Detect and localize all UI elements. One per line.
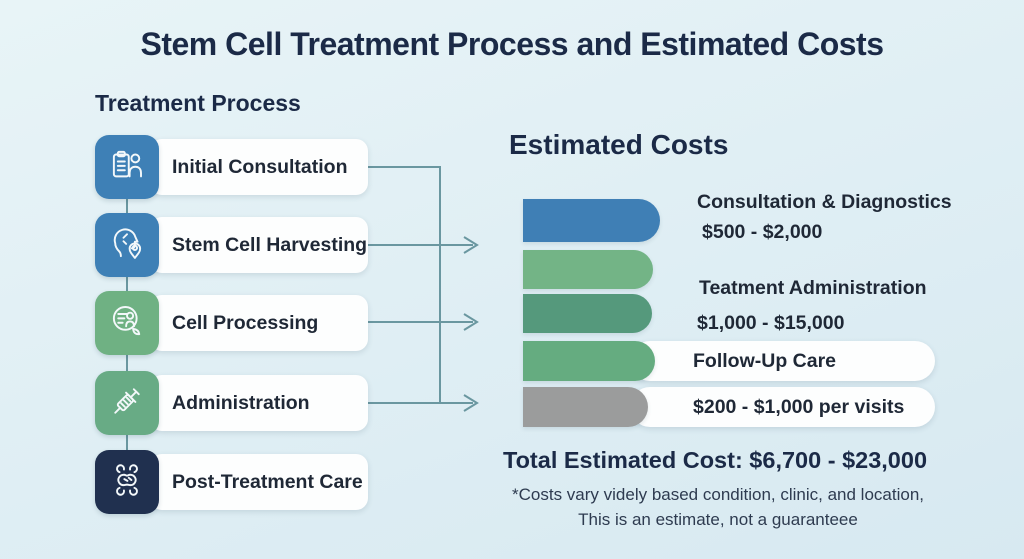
step-icon-stem-cell-harvesting <box>95 213 159 277</box>
cost-title-consultation: Consultation & Diagnostics <box>697 191 952 213</box>
step-label-cell-processing: Cell Processing <box>150 295 368 351</box>
cost-bar-follow-up <box>523 341 655 381</box>
estimated-costs-heading: Estimated Costs <box>509 129 729 160</box>
cost-range-treatment-admin: $1,000 - $15,000 <box>697 312 845 334</box>
cost-bar-treatment-admin-upper <box>523 250 653 289</box>
footnote-line-2: This is an estimate, not a guaranteee <box>578 510 858 529</box>
treatment-process-heading: Treatment Process <box>95 90 301 116</box>
page-title: Stem Cell Treatment Process and Estimate… <box>140 26 884 62</box>
step-icon-initial-consultation <box>95 135 159 199</box>
cost-card-follow-up: Follow-Up Care <box>630 341 935 381</box>
step-label-post-treatment-care: Post-Treatment Care <box>150 454 368 510</box>
consultation-branch-line <box>368 166 441 403</box>
caring-hands-icon <box>106 459 148 506</box>
cost-card-per-visit: $200 - $1,000 per visits <box>630 387 935 427</box>
arrowhead-icon <box>463 313 479 331</box>
head-location-pin-icon <box>106 222 148 269</box>
step-icon-post-treatment-care <box>95 450 159 514</box>
total-estimated-cost: Total Estimated Cost: $6,700 - $23,000 <box>502 447 928 473</box>
cost-bar-consultation <box>523 199 660 242</box>
syringe-icon <box>106 380 148 427</box>
cell-analysis-icon <box>106 300 148 347</box>
step-label-initial-consultation: Initial Consultation <box>150 139 368 195</box>
step-icon-cell-processing <box>95 291 159 355</box>
cost-title-treatment-admin: Teatment Administration <box>699 277 927 299</box>
arrowhead-icon <box>463 236 479 254</box>
step-icon-administration <box>95 371 159 435</box>
clipboard-person-icon <box>106 144 148 191</box>
footnote-line-1: *Costs vary videly based condition, clin… <box>512 485 924 504</box>
arrowhead-icon <box>463 394 479 412</box>
cost-bar-treatment-admin-lower <box>523 294 652 333</box>
step-label-administration: Administration <box>150 375 368 431</box>
step-label-stem-cell-harvesting: Stem Cell Harvesting <box>150 217 368 273</box>
cost-bar-per-visit <box>523 387 648 427</box>
cost-range-consultation: $500 - $2,000 <box>702 221 823 243</box>
